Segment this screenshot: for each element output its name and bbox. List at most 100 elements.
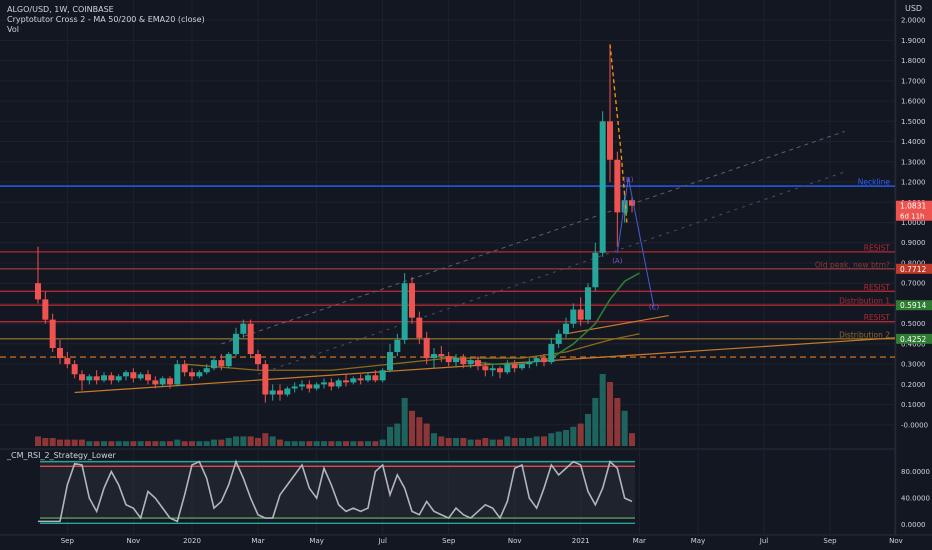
dashed-trend-upper	[221, 130, 845, 345]
price-label-box	[896, 333, 932, 344]
time-tick-label: Sep	[61, 537, 75, 545]
rsi-band	[40, 461, 635, 519]
candle-body	[225, 354, 232, 367]
volume-bar	[438, 436, 445, 446]
candle-body	[387, 352, 393, 371]
candle-body	[255, 354, 261, 365]
candle-body	[592, 252, 599, 288]
volume-bar	[577, 423, 584, 446]
volume-bar	[629, 433, 635, 446]
currency-label: USD	[905, 4, 923, 13]
symbol-title: ALGO/USD, 1W, COINBASE	[7, 5, 114, 14]
volume-bar	[277, 439, 283, 446]
volume-bar	[101, 441, 107, 446]
candle-body	[497, 368, 503, 373]
volume-bar	[71, 439, 78, 446]
volume-bar	[108, 441, 115, 446]
volume-bar	[255, 438, 261, 446]
candle-body	[541, 358, 547, 363]
volume-bar	[431, 433, 437, 446]
volume-bar	[233, 436, 239, 446]
trendline-support-ext	[433, 337, 896, 369]
volume-bar	[291, 441, 298, 446]
trendline-support	[74, 367, 435, 394]
price-tick-label: 1.2000	[901, 179, 926, 187]
candle-body	[115, 376, 122, 381]
candle-body	[519, 364, 525, 369]
volume-bar	[372, 441, 379, 446]
candle-body	[328, 382, 335, 387]
volume-bar	[497, 439, 503, 446]
candle-body	[335, 380, 342, 387]
price-label-text: 0.4252	[900, 335, 926, 344]
candle-body	[577, 309, 584, 320]
volume-bar	[247, 436, 254, 446]
candle-body	[394, 339, 401, 353]
volume-bar	[482, 438, 489, 446]
candle-body	[203, 368, 210, 373]
candle-body	[372, 375, 379, 381]
volume-bar	[592, 398, 599, 446]
time-tick-label: Nov	[889, 537, 903, 545]
candle-body	[233, 333, 239, 355]
volume-bar	[335, 441, 342, 446]
candle-body	[607, 121, 613, 160]
candle-body	[247, 323, 254, 355]
volume-bar	[504, 436, 511, 446]
volume-bar	[93, 441, 100, 446]
volume-bar	[350, 441, 357, 446]
volume-bar	[394, 423, 401, 446]
volume-bar	[42, 438, 49, 446]
time-tick-label: May	[309, 537, 323, 545]
time-tick-label: May	[691, 537, 705, 545]
price-tick-label: 0.1000	[901, 401, 926, 409]
candle-body	[152, 380, 159, 385]
time-tick-label: Nov	[508, 537, 522, 545]
volume-bar	[159, 441, 166, 446]
volume-bar	[240, 436, 247, 446]
price-label-text: 0.5914	[900, 301, 926, 310]
time-tick-label: Mar	[633, 537, 646, 545]
candle-body	[64, 358, 71, 365]
price-tick-label: 0.5000	[901, 320, 926, 328]
candle-body	[343, 380, 349, 383]
price-tick-label: 1.7000	[901, 77, 926, 85]
price-tick-label: 1.6000	[901, 98, 926, 106]
candle-body	[79, 374, 85, 381]
volume-bar	[526, 438, 533, 446]
candle-body	[313, 384, 320, 389]
candle-body	[145, 374, 151, 381]
candle-body	[438, 354, 445, 357]
price-tick-label: 0.4000	[901, 340, 926, 348]
time-tick-label: 2020	[183, 537, 201, 545]
candle-body	[431, 354, 437, 359]
volume-bar	[423, 423, 430, 446]
volume-bar	[511, 438, 518, 446]
candle-body	[262, 364, 269, 395]
candle-body	[563, 323, 569, 334]
candle-body	[423, 337, 430, 359]
volume-bar	[607, 382, 613, 446]
volume-bar	[365, 441, 371, 446]
candle-body	[130, 372, 137, 379]
candle-body	[379, 370, 386, 381]
volume-bar	[548, 433, 555, 446]
volume-bar	[64, 439, 71, 446]
level-label: RESIST	[864, 243, 891, 252]
candle-body	[504, 364, 511, 373]
candle-body	[137, 374, 144, 379]
price-tick-label: 1.8000	[901, 57, 926, 65]
price-label-text: 0.7712	[900, 265, 926, 274]
volume-bar	[343, 441, 349, 446]
candle-body	[401, 283, 408, 340]
candle-body	[167, 378, 173, 385]
trendline-wave	[565, 315, 669, 335]
candle-body	[453, 358, 459, 363]
volume-bar	[269, 436, 276, 446]
price-tick-label: 0.9000	[901, 239, 926, 247]
candle-body	[357, 378, 364, 381]
price-tick-label: -0.0000	[901, 421, 928, 429]
candle-body	[277, 390, 283, 395]
